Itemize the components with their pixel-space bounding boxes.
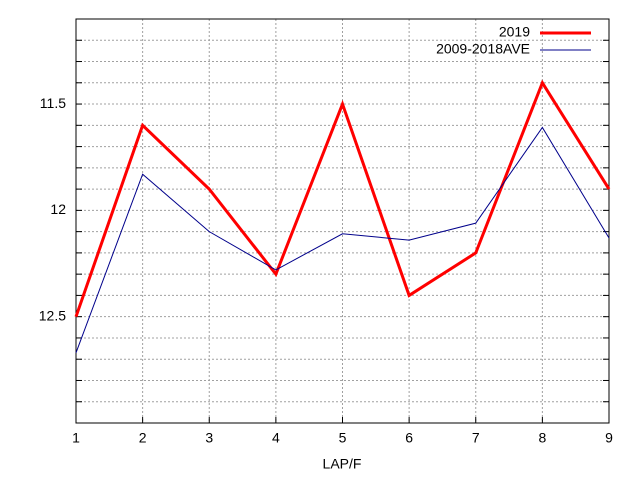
x-tick-label: 2 [139, 430, 147, 446]
y-tick-label: 12.5 [39, 307, 66, 323]
x-axis-label: LAP/F [323, 456, 362, 472]
x-tick-label: 4 [272, 430, 280, 446]
plot-frame [75, 18, 610, 424]
x-tick-label: 7 [472, 430, 480, 446]
y-tick-label: 12 [50, 201, 66, 217]
x-tick-label: 5 [339, 430, 347, 446]
x-tick-label: 8 [538, 430, 546, 446]
x-tick-label: 9 [605, 430, 613, 446]
y-tick-label: 11.5 [40, 95, 66, 111]
legend-label: 2009-2018AVE [436, 41, 530, 57]
legend-label: 2019 [499, 24, 530, 40]
x-tick-label: 6 [405, 430, 413, 446]
x-tick-label: 1 [72, 430, 80, 446]
line-series [74, 79, 611, 318]
x-tick-label: 3 [205, 430, 213, 446]
line-series [75, 126, 610, 354]
